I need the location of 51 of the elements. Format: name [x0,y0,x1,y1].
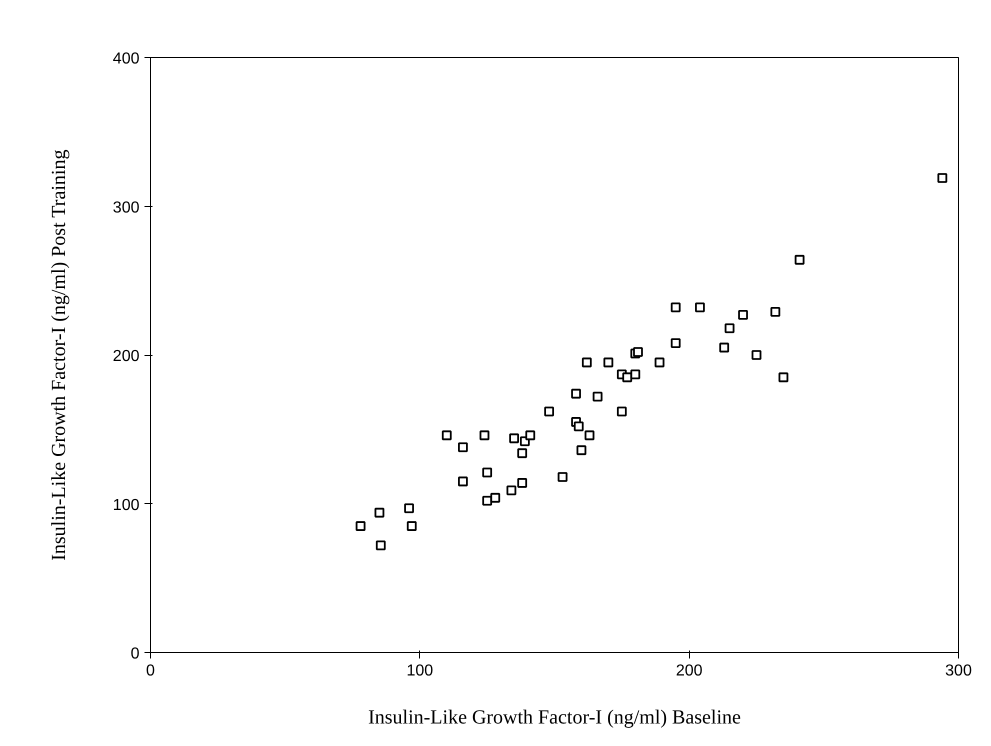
point [582,358,592,368]
point [584,430,594,440]
point [937,173,948,183]
point [752,350,762,360]
y-axis-title: Insulin-Like Growth Factor-I (ng/ml) Post Training [48,150,70,561]
point [738,310,748,320]
x-tick-label: 200 [676,662,703,680]
point [356,521,366,531]
y-tick-label: 400 [112,50,140,68]
y-tick-label: 0 [130,646,140,662]
x-axis-title: Insulin-Like Growth Factor-I (ng/ml) Baseline [368,706,742,728]
point [778,372,788,382]
point [517,478,528,488]
y-tick-label: 200 [112,348,140,365]
point [482,468,492,478]
point [576,445,586,456]
point [574,422,584,432]
point [376,540,386,550]
point [670,302,681,312]
x-tick-label: 100 [406,662,434,680]
point [654,358,664,368]
point [406,521,417,531]
point [442,430,452,440]
y-tick-label: 100 [112,496,140,514]
point [719,342,730,352]
y-tick-label: 300 [112,199,140,216]
point [616,406,627,416]
point [480,430,490,440]
point [374,508,384,518]
point [670,338,681,348]
point [506,485,516,496]
point [724,323,734,334]
point [794,254,804,265]
point [490,492,500,503]
point [603,358,614,368]
point [630,369,640,380]
x-tick-label: 0 [146,662,156,680]
point [633,347,643,357]
point [509,433,519,444]
x-tick-label: 300 [945,662,972,680]
point [695,302,705,312]
point [544,406,554,416]
point [404,503,414,514]
point [558,472,568,482]
point [458,476,468,486]
point [592,392,602,402]
point [770,306,780,317]
point [458,442,468,452]
point [525,430,536,440]
point [571,388,581,399]
point [517,448,528,458]
